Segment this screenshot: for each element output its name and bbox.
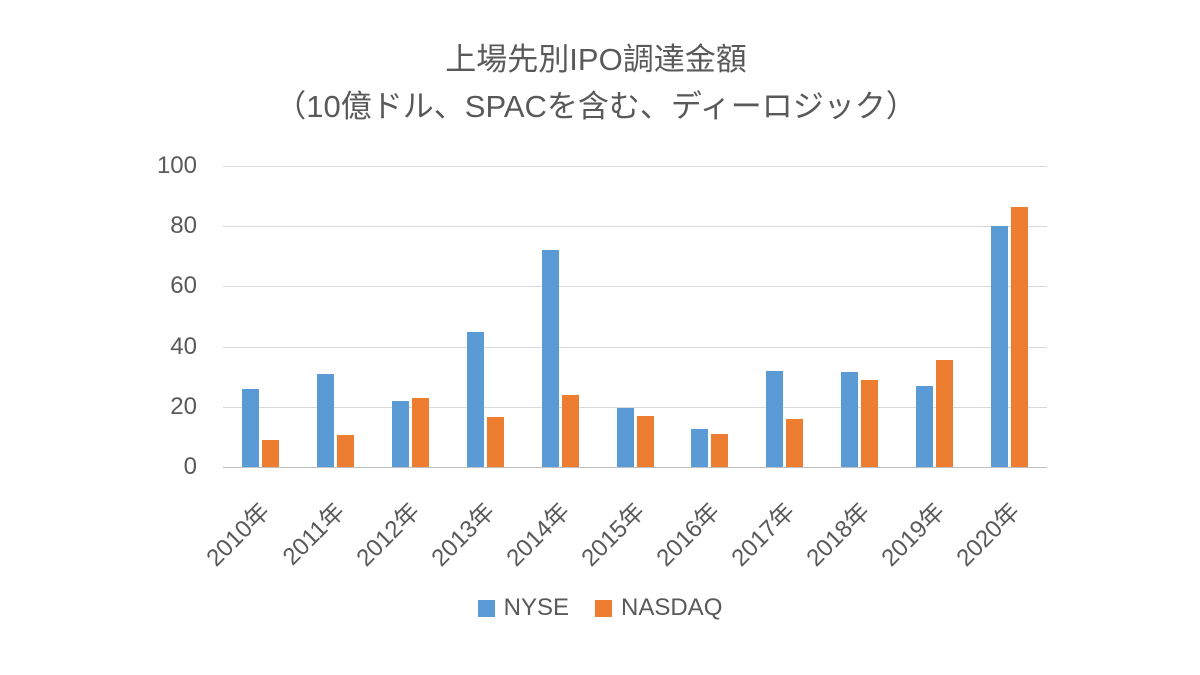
gridline: [223, 346, 1047, 348]
bar-nasdaq-2014: [561, 394, 579, 467]
gridline: [223, 406, 1047, 408]
legend-swatch-nyse: [477, 599, 495, 617]
chart-title-line2: （10億ドル、SPACを含む、ディーロジック）: [275, 89, 917, 124]
bar-nasdaq-2020: [1011, 206, 1029, 467]
bar-nasdaq-2011: [336, 435, 354, 467]
legend-swatch-nasdaq: [595, 599, 612, 617]
bar-nyse-2017: [766, 370, 784, 467]
legend-item-nyse: NYSE: [477, 594, 569, 621]
bar-nasdaq-2018: [861, 379, 879, 467]
bar-nyse-2016: [691, 429, 709, 467]
y-tick-label-80: 80: [170, 212, 197, 240]
bar-nyse-2011: [316, 373, 334, 467]
bar-nyse-2015: [616, 408, 634, 467]
bar-nasdaq-2015: [636, 415, 654, 467]
bar-nyse-2020: [991, 226, 1009, 467]
legend-label-nyse: NYSE: [503, 594, 569, 621]
bar-nyse-2013: [466, 331, 484, 467]
chart-title-line1: 上場先別IPO調達金額: [445, 42, 747, 77]
legend-label-nasdaq: NASDAQ: [621, 594, 723, 621]
gridline: [223, 226, 1047, 228]
bar-nasdaq-2017: [786, 418, 804, 467]
bar-nasdaq-2012: [411, 397, 429, 467]
bar-nasdaq-2019: [936, 360, 954, 467]
gridline: [223, 286, 1047, 288]
bar-nasdaq-2010: [261, 439, 279, 467]
legend: NYSE NASDAQ: [0, 596, 1200, 620]
bar-nasdaq-2013: [486, 417, 504, 467]
y-tick-label-100: 100: [156, 152, 197, 179]
bar-nyse-2018: [841, 372, 859, 467]
bar-nyse-2019: [916, 385, 934, 467]
y-tick-label-0: 0: [183, 453, 197, 480]
y-tick-label-20: 20: [170, 392, 197, 420]
chart-title: 上場先別IPO調達金額 （10億ドル、SPACを含む、ディーロジック）: [0, 36, 1192, 130]
gridline: [223, 166, 1047, 167]
bar-nyse-2010: [241, 388, 259, 467]
y-tick-label-60: 60: [170, 272, 197, 300]
y-tick-label-40: 40: [170, 332, 197, 360]
bar-nasdaq-2016: [711, 433, 729, 467]
bar-nyse-2012: [391, 400, 409, 467]
legend-item-nasdaq: NASDAQ: [595, 596, 722, 620]
bar-nyse-2014: [541, 250, 559, 467]
x-axis-line: [223, 467, 1047, 468]
